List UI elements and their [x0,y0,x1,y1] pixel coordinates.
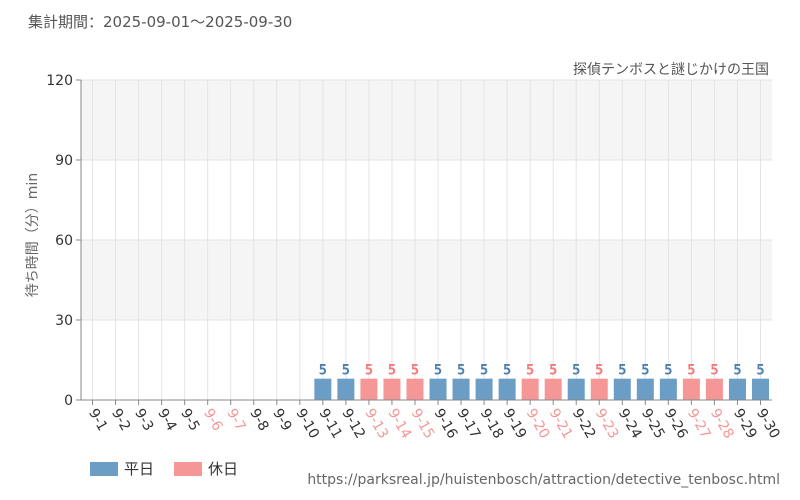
x-tick-label: 9-14 [384,406,414,442]
x-tick-label: 9-11 [315,406,345,442]
bar-value-label: 5 [664,363,672,379]
x-tick-label: 9-21 [546,406,576,442]
bar-value-label: 5 [480,363,488,379]
bar-value-label: 5 [595,363,603,379]
y-tick-label: 120 [46,73,73,89]
bar [659,378,677,400]
x-tick-label: 9-24 [615,406,645,442]
x-tick-label: 9-16 [431,406,461,442]
period-label: 集計期間：2025-09-01～2025-09-30 [28,13,293,31]
x-tick-label: 9-22 [569,406,599,442]
bar-value-label: 5 [641,363,649,379]
plot-band [81,240,772,320]
x-tick-label: 9-2 [108,406,133,434]
bar-value-label: 5 [365,363,373,379]
legend-swatch-weekday [90,461,118,476]
bar [705,378,723,400]
bar [475,378,493,400]
x-tick-label: 9-12 [338,406,368,442]
plot-band [81,80,772,160]
legend: 平日 休日 [90,458,258,479]
legend-label-weekday: 平日 [124,460,155,478]
bar [590,378,608,400]
bar-value-label: 5 [549,363,557,379]
x-tick-label: 9-29 [730,406,760,442]
bar [567,378,585,400]
x-tick-label: 9-5 [177,406,202,434]
legend-swatch-holiday [174,461,203,476]
bar-value-label: 5 [457,363,465,379]
x-tick-label: 9-30 [753,406,783,442]
x-tick-label: 9-13 [361,406,391,442]
bar-value-label: 5 [319,363,327,379]
x-tick-label: 9-19 [500,406,530,442]
x-tick-label: 9-17 [454,406,484,442]
bar [406,378,424,400]
x-tick-label: 9-7 [223,406,248,434]
bar [521,378,539,400]
x-tick-label: 9-27 [684,406,714,442]
x-tick-label: 9-8 [246,406,271,434]
x-tick-label: 9-28 [707,406,737,442]
x-tick-label: 9-4 [154,406,179,434]
x-tick-label: 9-15 [408,406,438,442]
bar [337,378,355,400]
bar [498,378,516,400]
axes [76,79,772,405]
legend-label-holiday: 休日 [208,460,239,478]
source-url: https://parksreal.jp/huistenbosch/attrac… [307,472,780,488]
bar [728,378,746,400]
bar [314,378,332,400]
y-tick-label: 30 [55,313,73,329]
y-tick-label: 0 [64,393,73,409]
bar [452,378,470,400]
x-tick-label: 9-18 [477,406,507,442]
bar-value-label: 5 [733,363,741,379]
x-tick-label: 9-1 [85,406,110,434]
x-tick-label: 9-3 [131,406,156,434]
bar-value-label: 5 [388,363,396,379]
x-tick-label: 9-26 [661,406,691,442]
bar-value-label: 5 [572,363,580,379]
bar-value-label: 5 [756,363,764,379]
bar-value-label: 5 [526,363,534,379]
x-tick-label: 9-10 [292,406,322,442]
bar-value-label: 5 [687,363,695,379]
x-tick-label: 9-9 [269,406,294,434]
x-tick-label: 9-6 [200,406,225,434]
bar-value-label: 5 [710,363,718,379]
x-tick-label: 9-23 [592,406,622,442]
y-tick-label: 90 [55,153,73,169]
bar-value-label: 5 [411,363,419,379]
bar-value-label: 5 [618,363,626,379]
x-tick-label: 9-20 [523,406,553,442]
bar [636,378,654,400]
x-tick-label: 9-25 [638,406,668,442]
legend-item-weekday: 平日 [90,458,154,479]
bar-value-label: 5 [434,363,442,379]
y-tick-label: 60 [55,233,73,249]
bar [429,378,447,400]
bar-value-label: 5 [342,363,350,379]
bar [682,378,700,400]
bar [613,378,631,400]
bar-value-label: 5 [503,363,511,379]
attraction-name: 探偵テンボスと謎じかけの王国 [573,62,769,78]
bar [383,378,401,400]
bar [751,378,769,400]
plot-bands [81,80,772,320]
bar [544,378,562,400]
legend-item-holiday: 休日 [174,458,238,479]
bar [360,378,378,400]
